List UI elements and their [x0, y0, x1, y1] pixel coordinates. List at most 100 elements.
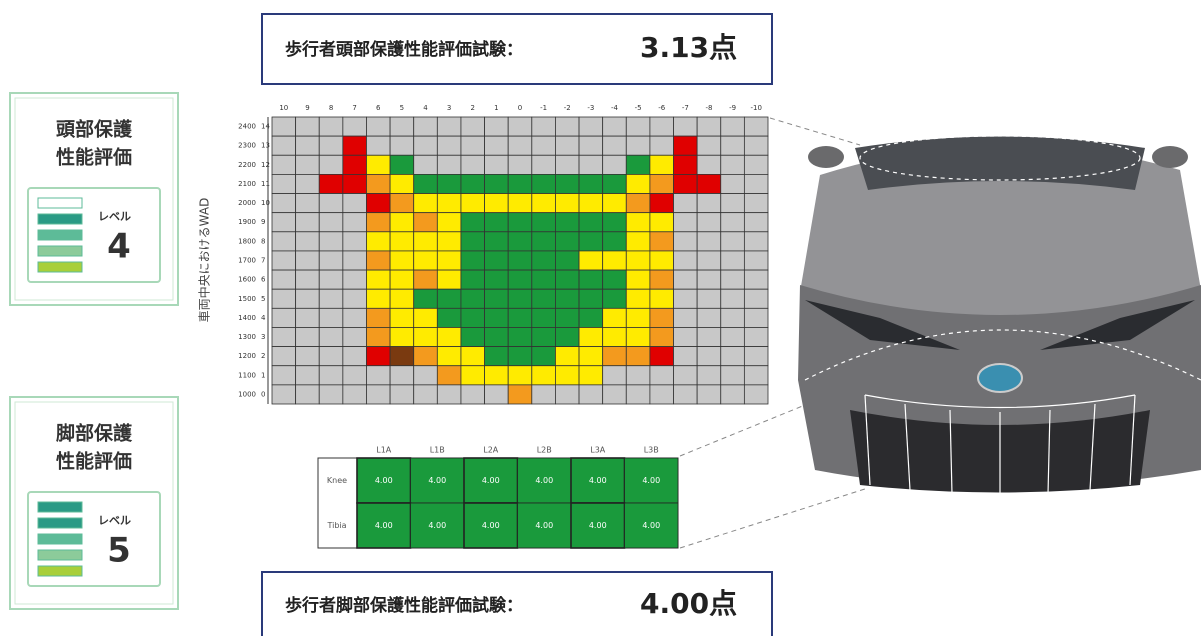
grid-cell [366, 212, 391, 233]
grid-cell [366, 135, 391, 156]
grid-cell [743, 231, 769, 252]
grid-cell [413, 154, 438, 175]
grid-cell [342, 231, 367, 252]
grid-cell [318, 384, 344, 405]
grid-cell [366, 116, 391, 137]
grid-cell [743, 269, 769, 290]
leg-cell-value: 4.00 [589, 476, 607, 485]
grid-cell [413, 212, 438, 233]
grid-cell [318, 154, 344, 175]
grid-cell [271, 154, 297, 175]
leg-cell [570, 502, 626, 549]
grid-cell [720, 327, 745, 348]
grid-cell [673, 173, 698, 194]
grid-cell [484, 307, 509, 328]
leg-row-label: Knee [327, 476, 347, 485]
grid-cell [318, 327, 344, 348]
grid-cell [625, 193, 651, 214]
grid-cell [531, 346, 556, 367]
grid-cell [602, 231, 627, 252]
grid-cell [271, 307, 297, 328]
grid-cell [460, 116, 485, 137]
column-label: -8 [705, 104, 712, 112]
column-label: -7 [682, 104, 689, 112]
leg-cell [570, 457, 626, 504]
grid-cell [295, 250, 320, 271]
grid-cell [649, 154, 674, 175]
grid-cell [342, 307, 367, 328]
grid-cell [389, 154, 415, 175]
grid-cell [743, 193, 769, 214]
wad-label: 2200 [238, 161, 256, 169]
head-test-score: 3.13点 [640, 31, 737, 64]
grid-cell [342, 346, 367, 367]
grid-cell [696, 384, 722, 405]
grid-cell [413, 288, 438, 309]
level-bar [37, 501, 83, 513]
row-index: 8 [261, 237, 265, 245]
grid-cell [271, 288, 297, 309]
level-label: レベル [98, 210, 131, 223]
grid-cell [295, 269, 320, 290]
grid-cell [602, 346, 627, 367]
grid-cell [649, 384, 674, 405]
grid-cell [555, 307, 580, 328]
grid-cell [413, 193, 438, 214]
grid-cell [389, 346, 415, 367]
grid-cell [484, 231, 509, 252]
grid-cell [673, 212, 698, 233]
grid-cell [507, 346, 533, 367]
wad-label: 1000 [238, 390, 256, 398]
grid-cell [673, 327, 698, 348]
grid-cell [531, 116, 556, 137]
grid-cell [436, 365, 462, 386]
grid-cell [696, 212, 722, 233]
level-bar [37, 213, 83, 225]
grid-cell [720, 346, 745, 367]
column-label: 5 [400, 104, 404, 112]
grid-cell [649, 193, 674, 214]
wad-label: 2000 [238, 199, 256, 207]
grid-cell [507, 173, 533, 194]
leg-cell-value: 4.00 [642, 476, 660, 485]
grid-cell [295, 193, 320, 214]
grid-cell [625, 269, 651, 290]
grid-cell [602, 154, 627, 175]
grid-cell [460, 288, 485, 309]
grid-cell [720, 193, 745, 214]
grid-cell [484, 346, 509, 367]
grid-cell [413, 269, 438, 290]
grid-cell [720, 173, 745, 194]
grid-cell [649, 346, 674, 367]
grid-cell [271, 116, 297, 137]
grid-cell [436, 250, 462, 271]
grid-cell [578, 269, 604, 290]
leg-cell-value: 4.00 [535, 476, 553, 485]
grid-cell [436, 135, 462, 156]
grid-cell [342, 384, 367, 405]
grid-cell [366, 173, 391, 194]
grid-cell [578, 135, 604, 156]
grid-cell [484, 154, 509, 175]
grid-cell [507, 365, 533, 386]
grid-cell [720, 307, 745, 328]
grid-cell [389, 173, 415, 194]
grid-cell [366, 154, 391, 175]
grid-cell [625, 135, 651, 156]
grid-cell [436, 269, 462, 290]
grid-cell [484, 193, 509, 214]
grid-cell [342, 212, 367, 233]
grid-cell [413, 250, 438, 271]
grid-cell [507, 250, 533, 271]
leg-cell [624, 502, 679, 549]
grid-cell [507, 193, 533, 214]
column-label: 4 [423, 104, 428, 112]
grid-cell [649, 307, 674, 328]
row-index: 12 [261, 161, 270, 169]
grid-cell [460, 384, 485, 405]
grid-cell [531, 250, 556, 271]
grid-cell [743, 307, 769, 328]
grid-cell [625, 346, 651, 367]
grid-cell [578, 231, 604, 252]
